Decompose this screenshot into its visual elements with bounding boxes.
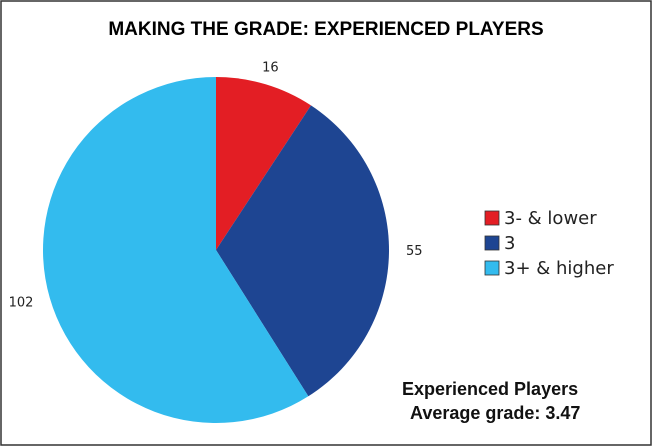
- data-label: 102: [9, 295, 34, 310]
- annotation: Average grade: 3.47: [410, 403, 580, 423]
- data-label: 16: [262, 60, 279, 75]
- pie-slice: [216, 77, 311, 250]
- legend-swatch: [484, 235, 500, 251]
- legend-swatch: [484, 210, 500, 226]
- chart-title: MAKING THE GRADE: EXPERIENCED PLAYERS: [108, 19, 543, 40]
- legend-label: 3+ & higher: [504, 258, 614, 279]
- legend-swatch: [484, 260, 500, 276]
- pie-slice: [42, 77, 309, 423]
- legend-label: 3: [504, 233, 515, 254]
- legend-label: 3- & lower: [504, 208, 597, 229]
- annotation: Experienced Players: [402, 379, 578, 399]
- data-label: 55: [406, 244, 423, 259]
- pie-slice: [216, 105, 389, 397]
